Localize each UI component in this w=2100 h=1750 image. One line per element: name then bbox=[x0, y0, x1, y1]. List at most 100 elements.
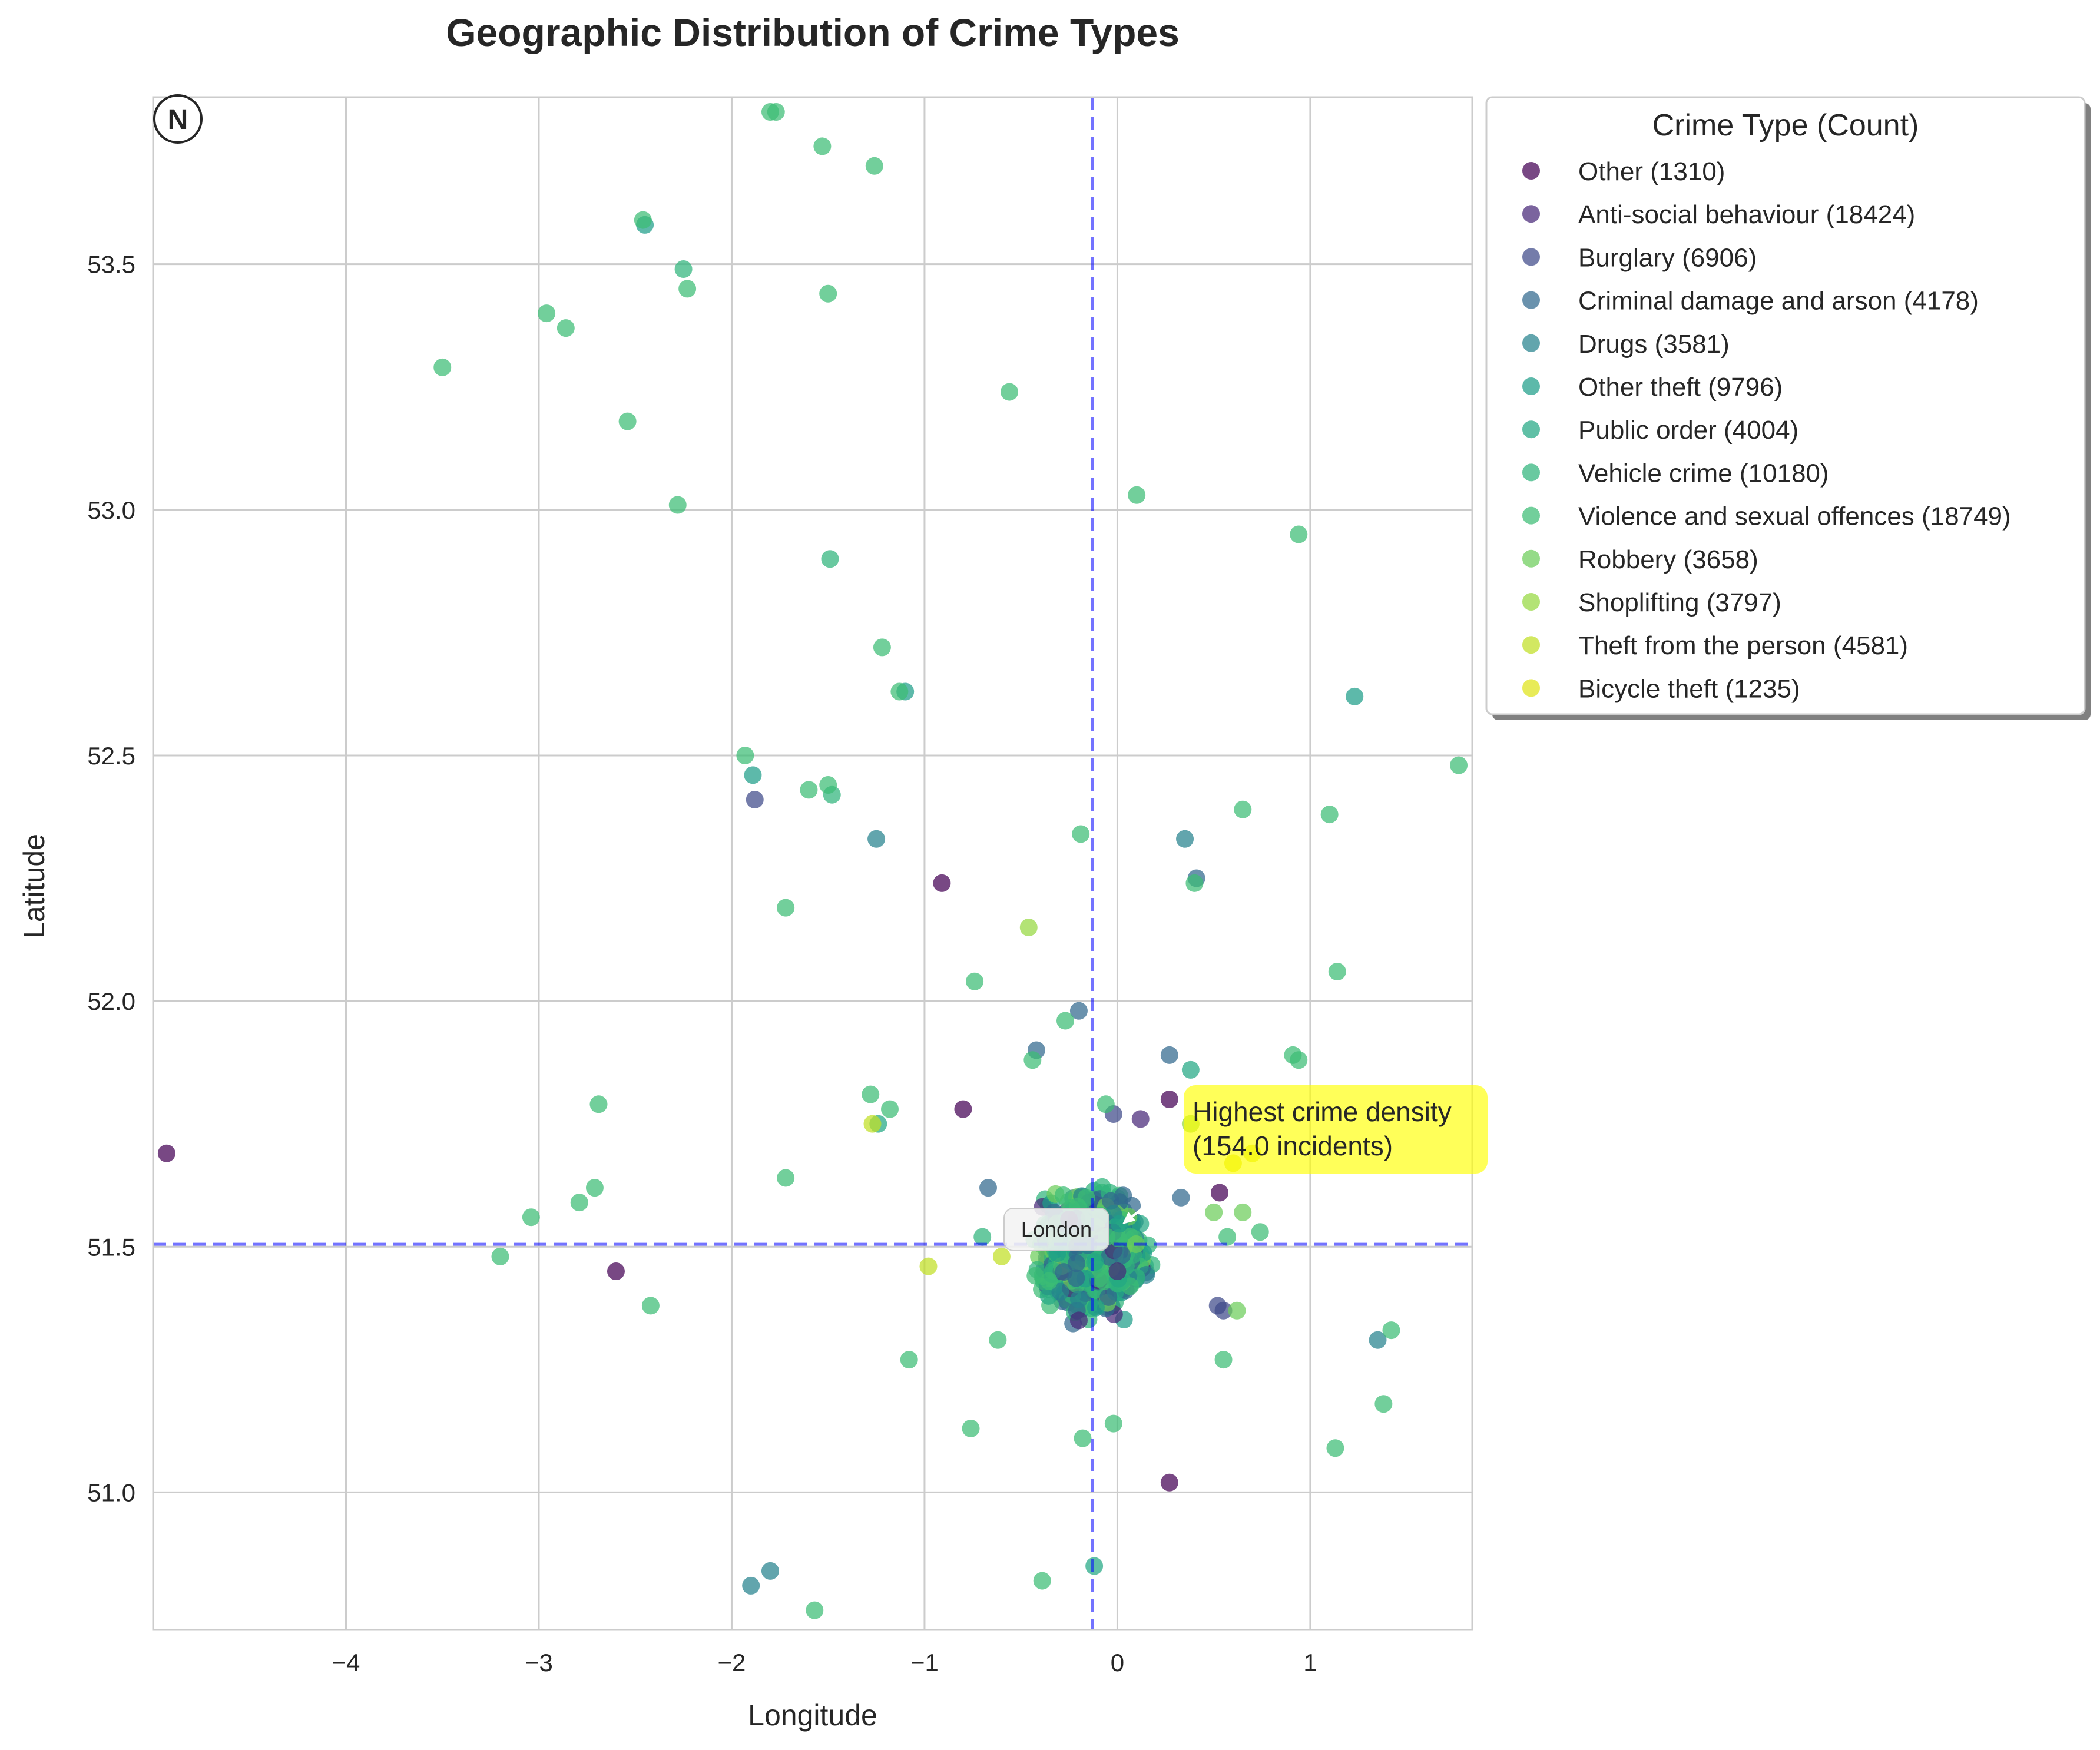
data-point bbox=[538, 304, 556, 323]
legend-marker bbox=[1522, 463, 1540, 482]
data-point bbox=[433, 358, 452, 376]
legend-label: Violence and sexual offences (18749) bbox=[1578, 502, 2011, 531]
data-point bbox=[157, 1144, 175, 1162]
data-point bbox=[819, 284, 837, 303]
cluster-point bbox=[1067, 1254, 1085, 1272]
data-point bbox=[992, 1247, 1011, 1265]
cluster-point bbox=[1026, 1267, 1045, 1285]
data-point bbox=[491, 1247, 509, 1265]
data-point bbox=[1290, 1051, 1308, 1069]
reference-lines bbox=[153, 97, 1472, 1630]
cluster-point bbox=[1086, 1252, 1104, 1271]
data-point bbox=[867, 830, 886, 848]
data-point bbox=[813, 137, 832, 155]
data-point bbox=[1214, 1351, 1233, 1369]
legend-marker bbox=[1522, 377, 1540, 395]
legend-label: Drugs (3581) bbox=[1578, 330, 1730, 359]
data-point bbox=[1085, 1557, 1104, 1575]
cluster-point bbox=[1087, 1298, 1105, 1317]
legend-marker bbox=[1522, 205, 1540, 223]
legend-label: Other theft (9796) bbox=[1578, 373, 1783, 402]
data-point bbox=[1131, 1110, 1150, 1128]
data-point bbox=[585, 1179, 604, 1197]
data-point bbox=[1326, 1439, 1344, 1457]
cluster-point bbox=[1054, 1186, 1072, 1204]
y-tick-label: 51.5 bbox=[87, 1233, 135, 1261]
data-point bbox=[1023, 1051, 1042, 1069]
compass-label: N bbox=[168, 104, 188, 135]
data-point bbox=[1001, 383, 1019, 401]
data-point bbox=[1328, 963, 1346, 981]
y-tick-label: 52.5 bbox=[87, 742, 135, 770]
data-point bbox=[1228, 1301, 1246, 1320]
data-point bbox=[1056, 1012, 1075, 1030]
data-point bbox=[570, 1194, 588, 1212]
annotation-arrow bbox=[1125, 1175, 1185, 1222]
data-point bbox=[819, 776, 837, 794]
data-point bbox=[1382, 1321, 1400, 1340]
data-point bbox=[641, 1297, 660, 1315]
data-point bbox=[1069, 1311, 1088, 1330]
data-point bbox=[1369, 1331, 1387, 1349]
y-axis-label: Latitude bbox=[18, 834, 51, 939]
x-axis-label: Longitude bbox=[748, 1699, 877, 1732]
data-point bbox=[865, 157, 883, 175]
legend-marker bbox=[1522, 506, 1540, 525]
data-point bbox=[668, 496, 687, 514]
data-point bbox=[880, 1100, 899, 1118]
cluster-point bbox=[1109, 1229, 1127, 1248]
data-point bbox=[1185, 874, 1204, 892]
data-point bbox=[1172, 1188, 1190, 1207]
legend-label: Burglary (6906) bbox=[1578, 243, 1757, 272]
data-point bbox=[1214, 1301, 1233, 1320]
data-point bbox=[933, 874, 951, 892]
cluster-point bbox=[1051, 1282, 1069, 1301]
data-point bbox=[1374, 1395, 1393, 1413]
data-point bbox=[966, 972, 984, 990]
legend: Crime Type (Count) Other (1310) Anti-soci… bbox=[1485, 96, 2091, 720]
data-point bbox=[589, 1095, 608, 1113]
legend-marker bbox=[1522, 679, 1540, 697]
density-annotation: Highest crime density (154.0 incidents) bbox=[1122, 1085, 1488, 1224]
data-point bbox=[618, 412, 637, 430]
data-point bbox=[1160, 1473, 1178, 1492]
x-tick-label: 0 bbox=[1111, 1649, 1124, 1676]
legend-label: Other (1310) bbox=[1578, 157, 1725, 186]
north-compass: N bbox=[153, 94, 203, 144]
data-point bbox=[746, 791, 764, 809]
legend-marker bbox=[1522, 334, 1540, 352]
data-point bbox=[1160, 1090, 1178, 1108]
data-point bbox=[761, 1562, 779, 1580]
legend-title: Crime Type (Count) bbox=[1652, 108, 1919, 142]
x-tick-label: −2 bbox=[718, 1649, 746, 1676]
data-point bbox=[890, 682, 909, 701]
data-point bbox=[800, 781, 818, 799]
cluster-point bbox=[1099, 1288, 1118, 1306]
legend-box bbox=[1485, 96, 2086, 715]
data-point bbox=[989, 1331, 1007, 1349]
legend-marker bbox=[1522, 549, 1540, 568]
london-label: London bbox=[1003, 1208, 1109, 1251]
data-point bbox=[862, 1085, 880, 1103]
data-point bbox=[607, 1262, 625, 1280]
london-label-box bbox=[1003, 1208, 1109, 1251]
data-point bbox=[1069, 1002, 1088, 1020]
data-point bbox=[979, 1179, 998, 1197]
data-point bbox=[678, 280, 697, 298]
data-point bbox=[744, 766, 762, 784]
london-label-text: London bbox=[1021, 1217, 1092, 1241]
data-point bbox=[806, 1601, 824, 1619]
plot-area bbox=[152, 96, 1473, 1631]
data-point bbox=[919, 1257, 938, 1275]
data-point bbox=[821, 550, 839, 568]
data-point bbox=[1234, 1203, 1252, 1221]
cluster-point bbox=[1069, 1290, 1088, 1308]
y-tick-label: 53.5 bbox=[87, 251, 135, 279]
legend-marker bbox=[1522, 636, 1540, 654]
x-tick-label: −1 bbox=[910, 1649, 939, 1676]
data-point bbox=[1346, 687, 1364, 705]
cluster-point bbox=[1030, 1247, 1048, 1265]
data-point bbox=[1072, 825, 1090, 843]
data-point bbox=[1160, 1046, 1178, 1064]
x-tick-label: −4 bbox=[332, 1649, 360, 1676]
